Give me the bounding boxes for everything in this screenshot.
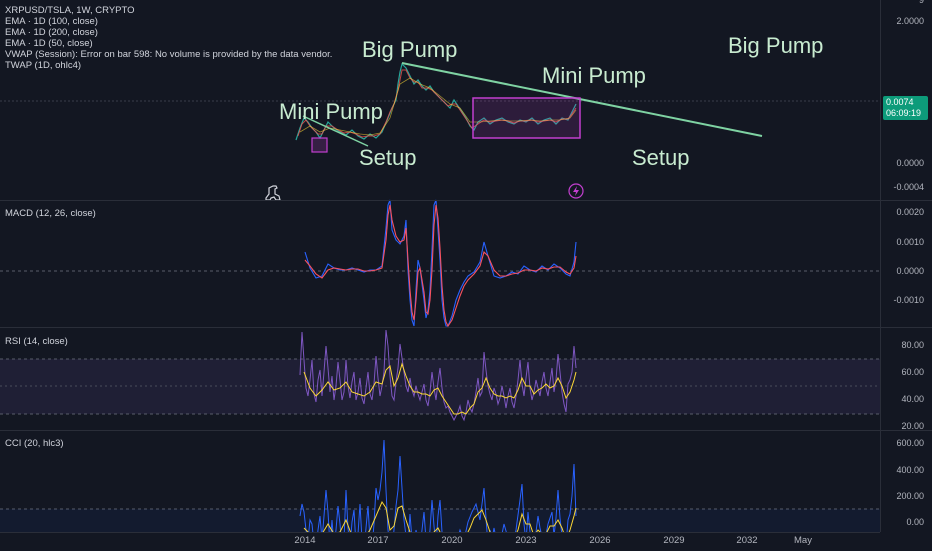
time-tick: 2020 (441, 535, 463, 546)
rsi-tick: 20.00 (901, 421, 924, 431)
rsi-tick: 80.00 (901, 340, 924, 350)
rsi-axis[interactable]: 80.00 60.00 40.00 20.00 (880, 327, 932, 431)
time-tick: 2029 (663, 535, 685, 546)
time-tick: May (794, 535, 812, 546)
legend-vwap[interactable]: VWAP (Session): Error on bar 598: No vol… (5, 49, 333, 60)
legend-ema-200[interactable]: EMA · 1D (200, close) (5, 27, 98, 38)
legend-twap[interactable]: TWAP (1D, ohlc4) (5, 60, 82, 71)
annotation-mini-pump-1[interactable]: Mini Pump (279, 99, 383, 124)
price-tick: 0.0000 (896, 158, 924, 168)
macd-signal-line (304, 204, 577, 328)
legend-ema-50[interactable]: EMA · 1D (50, close) (5, 38, 93, 49)
time-tick: 2017 (367, 535, 389, 546)
macd-tick: 0.0000 (896, 266, 924, 276)
consolidation-box (472, 97, 581, 139)
last-price-value: 0.0074 (886, 97, 914, 107)
cci-tick: 400.00 (896, 465, 924, 475)
time-tick: 2026 (589, 535, 611, 546)
pane-separator-cci[interactable] (0, 430, 932, 431)
cci-tick: 0.00 (906, 517, 924, 527)
annotation-big-pump-2[interactable]: Big Pump (728, 33, 824, 58)
rsi-tick: 60.00 (901, 367, 924, 377)
macd-axis[interactable]: 0.0020 0.0010 0.0000 -0.0010 (880, 200, 932, 327)
annotation-setup-2[interactable]: Setup (632, 145, 690, 170)
macd-label[interactable]: MACD (12, 26, close) (5, 208, 96, 219)
rsi-line (299, 329, 577, 422)
price-axis[interactable]: 9 2.0000 0.0000 -0.0004 (880, 0, 932, 200)
annotation-setup-1[interactable]: Setup (359, 145, 417, 170)
cci-tick: 200.00 (896, 491, 924, 501)
cci-label[interactable]: CCI (20, hlc3) (5, 438, 64, 449)
mini-box-1 (311, 137, 328, 153)
trendline (401, 62, 763, 137)
price-tick: -0.0004 (893, 182, 924, 192)
macd-tick: 0.0010 (896, 237, 924, 247)
legend-ema-100[interactable]: EMA · 1D (100, close) (5, 16, 98, 27)
annotation-mini-pump-2[interactable]: Mini Pump (542, 63, 646, 88)
rsi-ma-line (303, 362, 577, 415)
last-price-badge[interactable]: 0.0074 06:09:19 (883, 96, 928, 120)
price-axis-border (880, 0, 881, 532)
rsi-tick: 40.00 (901, 394, 924, 404)
time-tick: 2023 (515, 535, 537, 546)
time-tick: 2014 (294, 535, 316, 546)
price-tick-top-partial: 9 (918, 0, 924, 5)
dino-icon (265, 185, 281, 201)
macd-line (304, 199, 577, 327)
cci-axis[interactable]: 600.00 400.00 200.00 0.00 (880, 430, 932, 532)
macd-tick: 0.0020 (896, 207, 924, 217)
rsi-label[interactable]: RSI (14, close) (5, 336, 68, 347)
lightning-icon (568, 183, 584, 199)
time-tick: 2032 (736, 535, 758, 546)
symbol-title[interactable]: XRPUSD/TSLA, 1W, CRYPTO (5, 5, 135, 16)
pane-separator-rsi[interactable] (0, 327, 932, 328)
pane-separator-macd[interactable] (0, 200, 932, 201)
price-tick: 2.0000 (896, 16, 924, 26)
time-axis[interactable] (0, 532, 880, 551)
annotation-big-pump-1[interactable]: Big Pump (362, 37, 458, 62)
bar-countdown: 06:09:19 (886, 108, 922, 118)
cci-tick: 600.00 (896, 438, 924, 448)
macd-tick: -0.0010 (893, 295, 924, 305)
chart-legend: XRPUSD/TSLA, 1W, CRYPTO EMA · 1D (100, c… (5, 5, 332, 71)
